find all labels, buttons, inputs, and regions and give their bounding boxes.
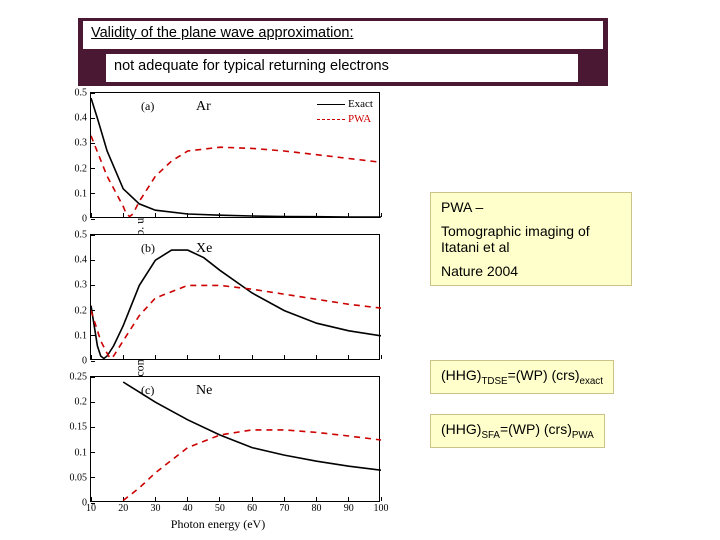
y-tick: 0.2 [75,397,88,408]
x-tick: 30 [150,503,160,514]
title-box: Validity of the plane wave approximation… [83,21,603,49]
chart-legend: ExactPWA [317,97,373,127]
eq2-lhs-sub: SFA [481,430,500,441]
eq1-lhs-sub: TDSE [481,376,507,387]
x-axis-label: Photon energy (eV) [171,517,265,532]
y-tick: 0 [82,214,87,225]
x-tick: 90 [344,503,354,514]
legend-exact: Exact [317,97,373,112]
y-tick: 0.4 [75,113,88,124]
y-tick: 0.1 [75,188,88,199]
y-tick: 0.5 [75,230,88,241]
panel-species: Ne [196,383,212,399]
pwa-note-line-3: Nature 2004 [441,263,621,279]
eq2-rhs-sub: PWA [572,430,594,441]
x-tick: 80 [312,503,322,514]
chart-panel-xe: 00.10.20.30.40.5(b)Xe [90,234,380,360]
y-tick: 0.3 [75,138,88,149]
panel-tag: (b) [141,241,155,256]
chart-svg [91,377,381,503]
chart-svg [91,235,381,361]
y-tick: 0.5 [75,88,88,99]
equation-1: (HHG)TDSE=(WP) (crs)exact [430,360,614,394]
pwa-curve [91,136,381,217]
eq1-rhs-sub: exact [580,376,603,387]
y-tick: 0.05 [70,472,88,483]
eq2-mid: =(WP) (crs) [500,421,572,437]
y-tick: 0 [82,356,87,367]
x-tick: 70 [279,503,289,514]
exact-curve [123,382,381,470]
x-tick: 50 [215,503,225,514]
y-tick: 0.1 [75,447,88,458]
x-tick: 10 [86,503,96,514]
y-tick: 0.25 [70,372,88,383]
x-tick: 20 [118,503,128,514]
y-tick: 0.4 [75,255,88,266]
exact-curve [91,250,381,358]
pwa-note-line-2: Tomographic imaging of Itatani et al [441,223,621,255]
y-tick: 0.1 [75,330,88,341]
panel-species: Ar [196,99,211,115]
y-tick: 0.2 [75,305,88,316]
panel-tag: (a) [141,99,154,114]
y-tick: 0.3 [75,280,88,291]
x-tick: 60 [247,503,257,514]
subtitle-box: not adequate for typical returning elect… [106,54,578,82]
eq2-lhs-base: (HHG) [441,421,481,437]
chart-area: Photo recombination cross section (arb. … [28,84,408,534]
x-tick: 40 [183,503,193,514]
panel-species: Xe [196,241,212,257]
y-tick: 0.15 [70,422,88,433]
subtitle-text: not adequate for typical returning elect… [114,58,389,74]
chart-panel-ne: 00.050.10.150.20.25102030405060708090100… [90,376,380,502]
pwa-note: PWA – Tomographic imaging of Itatani et … [430,192,632,286]
legend-pwa: PWA [317,112,373,127]
equation-2: (HHG)SFA=(WP) (crs)PWA [430,414,605,448]
x-tick: 100 [374,503,389,514]
y-tick: 0.2 [75,163,88,174]
chart-panel-ar: 00.10.20.30.40.5(a)ArExactPWA [90,92,380,218]
panel-tag: (c) [141,383,154,398]
eq1-mid: =(WP) (crs) [508,367,580,383]
title-text: Validity of the plane wave approximation… [91,25,354,41]
eq1-lhs-base: (HHG) [441,367,481,383]
pwa-note-line-1: PWA – [441,199,621,215]
